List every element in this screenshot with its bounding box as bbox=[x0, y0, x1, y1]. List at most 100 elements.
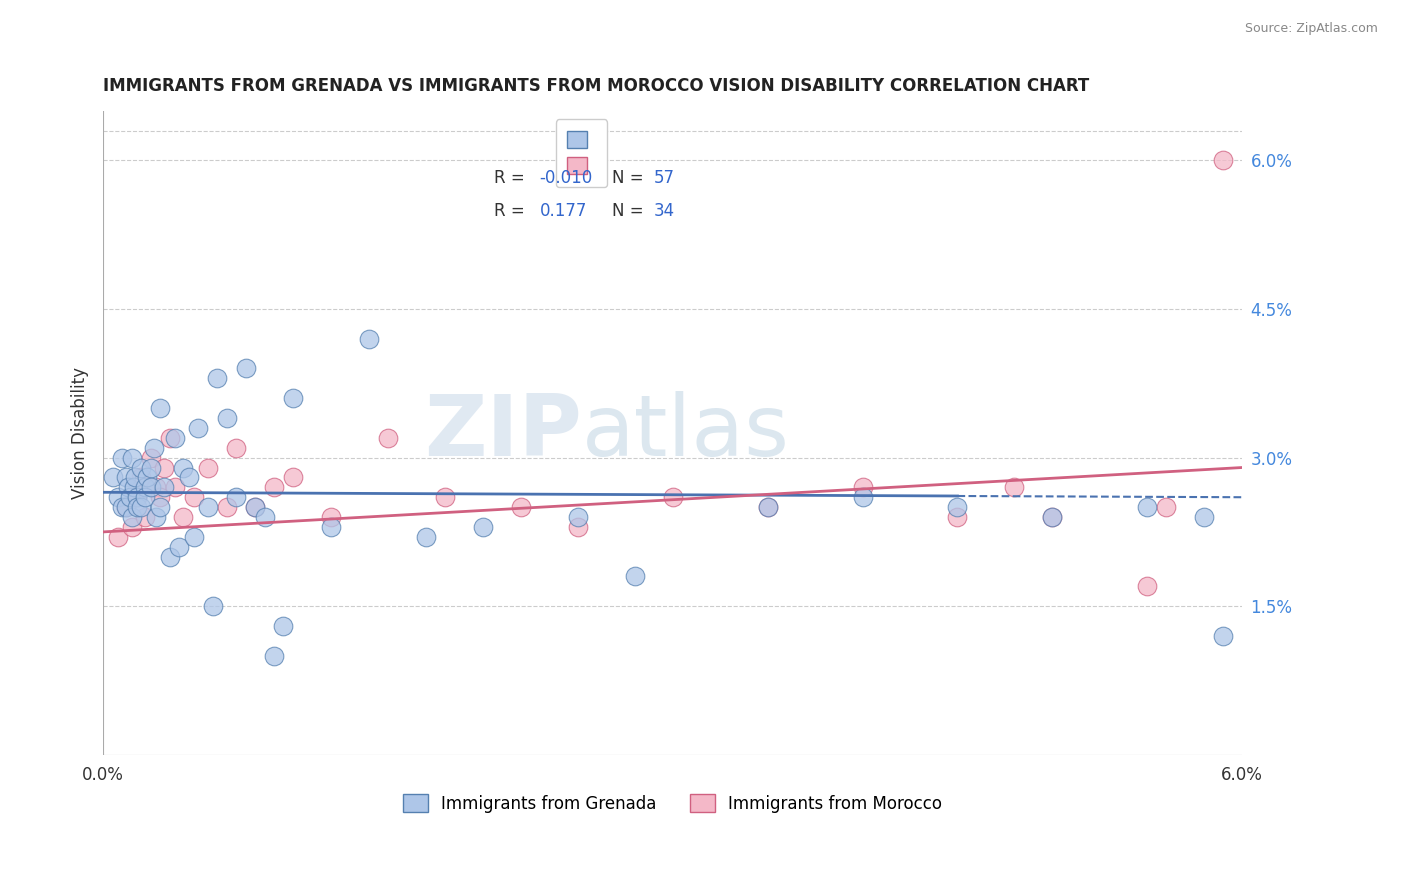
Point bbox=[205, 371, 228, 385]
Point bbox=[202, 599, 225, 614]
Point bbox=[118, 490, 141, 504]
Point bbox=[183, 530, 205, 544]
Point bbox=[149, 401, 172, 415]
Point bbox=[273, 619, 295, 633]
Point bbox=[263, 648, 285, 663]
Point bbox=[134, 490, 156, 504]
Point bbox=[946, 510, 969, 524]
Point bbox=[1156, 500, 1178, 515]
Point bbox=[281, 391, 304, 405]
Text: -0.010: -0.010 bbox=[540, 169, 593, 187]
Point bbox=[121, 510, 143, 524]
Point bbox=[1042, 510, 1064, 524]
Point bbox=[1136, 500, 1159, 515]
Point bbox=[122, 480, 145, 494]
Point bbox=[101, 470, 124, 484]
Text: N =: N = bbox=[613, 202, 644, 219]
Point bbox=[134, 480, 156, 494]
Point bbox=[319, 510, 342, 524]
Point bbox=[253, 510, 276, 524]
Point bbox=[153, 480, 176, 494]
Point bbox=[1042, 510, 1064, 524]
Point bbox=[145, 510, 167, 524]
Point bbox=[127, 500, 149, 515]
Point bbox=[235, 361, 257, 376]
Text: 57: 57 bbox=[654, 169, 675, 187]
Point bbox=[139, 460, 162, 475]
Point bbox=[756, 500, 779, 515]
Point bbox=[149, 490, 172, 504]
Point bbox=[1194, 510, 1216, 524]
Point bbox=[121, 450, 143, 465]
Point bbox=[215, 411, 238, 425]
Point bbox=[129, 470, 152, 484]
Point bbox=[281, 470, 304, 484]
Point bbox=[851, 480, 873, 494]
Point bbox=[165, 431, 187, 445]
Point bbox=[1136, 579, 1159, 593]
Point bbox=[197, 500, 219, 515]
Text: R =: R = bbox=[494, 169, 524, 187]
Point bbox=[433, 490, 456, 504]
Point bbox=[225, 490, 247, 504]
Point bbox=[243, 500, 266, 515]
Point bbox=[149, 500, 172, 515]
Point bbox=[319, 520, 342, 534]
Point bbox=[215, 500, 238, 515]
Point bbox=[143, 441, 166, 455]
Point bbox=[243, 500, 266, 515]
Point bbox=[187, 421, 209, 435]
Text: ZIP: ZIP bbox=[423, 392, 582, 475]
Point bbox=[183, 490, 205, 504]
Point bbox=[124, 470, 146, 484]
Point bbox=[851, 490, 873, 504]
Text: R =: R = bbox=[494, 202, 524, 219]
Point bbox=[121, 520, 143, 534]
Point bbox=[623, 569, 645, 583]
Point bbox=[471, 520, 494, 534]
Point bbox=[111, 500, 134, 515]
Point bbox=[129, 500, 152, 515]
Legend: Immigrants from Grenada, Immigrants from Morocco: Immigrants from Grenada, Immigrants from… bbox=[396, 787, 949, 819]
Point bbox=[129, 460, 152, 475]
Y-axis label: Vision Disability: Vision Disability bbox=[72, 367, 89, 499]
Point bbox=[225, 441, 247, 455]
Point bbox=[107, 530, 129, 544]
Point bbox=[1212, 153, 1234, 168]
Point bbox=[159, 549, 181, 564]
Point bbox=[167, 540, 190, 554]
Point bbox=[172, 510, 194, 524]
Point bbox=[111, 450, 134, 465]
Point bbox=[139, 480, 162, 494]
Point bbox=[107, 490, 129, 504]
Point bbox=[661, 490, 683, 504]
Point bbox=[415, 530, 437, 544]
Point bbox=[165, 480, 187, 494]
Point bbox=[357, 332, 380, 346]
Point bbox=[756, 500, 779, 515]
Point bbox=[127, 490, 149, 504]
Text: N =: N = bbox=[613, 169, 644, 187]
Point bbox=[946, 500, 969, 515]
Point bbox=[177, 470, 200, 484]
Point bbox=[377, 431, 399, 445]
Point bbox=[1212, 629, 1234, 643]
Point bbox=[1002, 480, 1025, 494]
Point bbox=[172, 460, 194, 475]
Point bbox=[153, 460, 176, 475]
Point bbox=[145, 480, 167, 494]
Point bbox=[509, 500, 531, 515]
Point bbox=[127, 490, 149, 504]
Text: atlas: atlas bbox=[582, 392, 790, 475]
Point bbox=[115, 500, 138, 515]
Point bbox=[115, 470, 138, 484]
Point bbox=[263, 480, 285, 494]
Text: 0.177: 0.177 bbox=[540, 202, 586, 219]
Point bbox=[159, 431, 181, 445]
Point bbox=[117, 480, 139, 494]
Point bbox=[139, 450, 162, 465]
Text: IMMIGRANTS FROM GRENADA VS IMMIGRANTS FROM MOROCCO VISION DISABILITY CORRELATION: IMMIGRANTS FROM GRENADA VS IMMIGRANTS FR… bbox=[103, 78, 1090, 95]
Text: 34: 34 bbox=[654, 202, 675, 219]
Text: Source: ZipAtlas.com: Source: ZipAtlas.com bbox=[1244, 22, 1378, 36]
Point bbox=[197, 460, 219, 475]
